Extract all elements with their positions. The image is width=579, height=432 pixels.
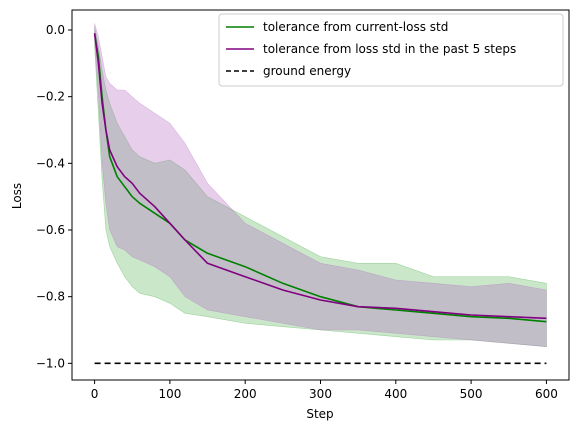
x-tick-label: 0: [91, 387, 99, 401]
y-tick-label: −0.6: [36, 223, 65, 237]
legend: tolerance from current-loss std toleranc…: [218, 13, 564, 87]
x-tick-label: 300: [309, 387, 332, 401]
x-axis-ticks: 0 100 200 300 400 500 600: [91, 380, 558, 401]
x-tick-label: 100: [158, 387, 181, 401]
y-tick-label: −0.2: [36, 90, 65, 104]
x-axis-title: Step: [306, 407, 333, 421]
y-tick-label: −0.8: [36, 290, 65, 304]
y-tick-label: 0.0: [46, 23, 65, 37]
x-tick-label: 600: [535, 387, 558, 401]
confidence-bands: [94, 23, 547, 348]
y-axis-ticks: 0.0 −0.2 −0.4 −0.6 −0.8 −1.0: [36, 23, 72, 370]
x-tick-label: 400: [384, 387, 407, 401]
band-past-5-steps: [94, 23, 547, 348]
series-lines: [93, 33, 547, 365]
legend-label-past-5-steps: tolerance from loss std in the past 5 st…: [263, 42, 516, 56]
x-tick-label: 200: [234, 387, 257, 401]
legend-box: [218, 13, 564, 87]
y-axis-title: Loss: [10, 183, 24, 209]
y-tick-label: −1.0: [36, 356, 65, 370]
band-current-loss: [94, 26, 547, 348]
legend-label-ground-energy: ground energy: [263, 64, 351, 78]
x-tick-label: 500: [460, 387, 483, 401]
y-tick-label: −0.4: [36, 156, 65, 170]
legend-label-current-loss: tolerance from current-loss std: [263, 20, 448, 34]
line-past-5-steps: [93, 33, 547, 320]
